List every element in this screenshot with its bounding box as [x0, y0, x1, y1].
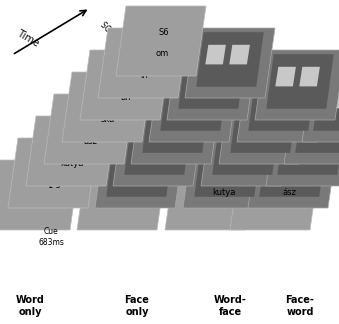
Text: S6: S6 [159, 28, 169, 37]
Polygon shape [106, 142, 174, 197]
Text: Word-
face: Word- face [214, 295, 246, 317]
Text: xxx: xxx [203, 190, 221, 200]
Polygon shape [268, 155, 289, 174]
Polygon shape [245, 133, 266, 152]
Polygon shape [149, 72, 239, 142]
Polygon shape [322, 89, 339, 109]
Polygon shape [26, 116, 116, 186]
Polygon shape [313, 76, 339, 131]
Polygon shape [281, 89, 302, 109]
Polygon shape [239, 111, 260, 130]
Polygon shape [160, 76, 228, 131]
Text: ska: ska [101, 115, 115, 124]
Polygon shape [175, 111, 196, 130]
Text: Time: Time [15, 28, 41, 48]
Polygon shape [275, 67, 296, 87]
Polygon shape [266, 116, 339, 186]
Polygon shape [201, 116, 291, 186]
Text: :-): :-) [272, 190, 282, 200]
Polygon shape [299, 67, 320, 87]
Polygon shape [257, 89, 278, 109]
Text: án: án [121, 93, 131, 102]
Polygon shape [167, 50, 257, 120]
Polygon shape [98, 28, 188, 98]
Polygon shape [8, 138, 98, 208]
Text: ⋯: ⋯ [311, 132, 329, 148]
Polygon shape [310, 133, 331, 152]
Polygon shape [113, 116, 203, 186]
Polygon shape [212, 120, 280, 175]
Polygon shape [248, 76, 316, 131]
Polygon shape [193, 89, 214, 109]
Polygon shape [194, 142, 262, 197]
Polygon shape [237, 72, 327, 142]
Polygon shape [131, 94, 221, 164]
Polygon shape [304, 111, 325, 130]
Polygon shape [295, 98, 339, 153]
Text: Face-
word: Face- word [285, 295, 315, 317]
Polygon shape [80, 50, 170, 120]
Text: kutya: kutya [60, 159, 84, 168]
Polygon shape [178, 54, 246, 109]
Polygon shape [77, 160, 167, 230]
Polygon shape [203, 155, 224, 174]
Polygon shape [44, 94, 134, 164]
Polygon shape [230, 160, 320, 230]
Polygon shape [229, 45, 250, 64]
Text: in: in [140, 71, 148, 80]
Text: S3: S3 [105, 94, 115, 103]
Polygon shape [142, 98, 210, 153]
Polygon shape [277, 120, 339, 175]
Polygon shape [266, 54, 334, 109]
Polygon shape [259, 142, 327, 197]
Text: ász: ász [282, 188, 296, 197]
Text: Blank: Blank [44, 160, 68, 169]
Polygon shape [116, 6, 206, 76]
Text: Face
only: Face only [124, 295, 149, 317]
Polygon shape [219, 94, 309, 164]
Text: 1 s: 1 s [48, 181, 60, 190]
Polygon shape [133, 133, 154, 152]
Polygon shape [187, 67, 208, 87]
Polygon shape [255, 50, 339, 120]
Polygon shape [62, 72, 152, 142]
Polygon shape [328, 111, 339, 130]
Polygon shape [248, 138, 338, 208]
Text: SOA=683 ms, ISI=0: SOA=683 ms, ISI=0 [99, 20, 158, 80]
Polygon shape [292, 155, 313, 174]
Polygon shape [196, 32, 264, 87]
Text: ász: ász [83, 137, 97, 146]
Polygon shape [286, 133, 307, 152]
Polygon shape [0, 160, 80, 230]
Polygon shape [263, 111, 284, 130]
Text: S4: S4 [123, 72, 133, 81]
Polygon shape [95, 138, 185, 208]
Polygon shape [230, 98, 298, 153]
Text: Cue
683ms: Cue 683ms [38, 227, 64, 247]
Polygon shape [183, 138, 273, 208]
Polygon shape [211, 67, 232, 87]
Polygon shape [205, 45, 226, 64]
Polygon shape [302, 72, 339, 142]
Text: S5: S5 [141, 50, 151, 59]
Text: S2: S2 [87, 116, 97, 125]
Polygon shape [185, 28, 275, 98]
Text: om: om [155, 49, 168, 58]
Text: Word
only: Word only [16, 295, 44, 317]
Text: :-): :-) [119, 190, 129, 200]
Polygon shape [124, 120, 192, 175]
Polygon shape [221, 133, 242, 152]
Text: xxx: xxx [28, 190, 46, 200]
Polygon shape [169, 89, 190, 109]
Polygon shape [227, 155, 248, 174]
Polygon shape [284, 94, 339, 164]
Text: S1: S1 [69, 138, 79, 147]
Polygon shape [115, 155, 136, 174]
Polygon shape [165, 160, 255, 230]
Polygon shape [157, 133, 178, 152]
Polygon shape [151, 111, 172, 130]
Text: kutya: kutya [212, 188, 236, 197]
Polygon shape [139, 155, 160, 174]
